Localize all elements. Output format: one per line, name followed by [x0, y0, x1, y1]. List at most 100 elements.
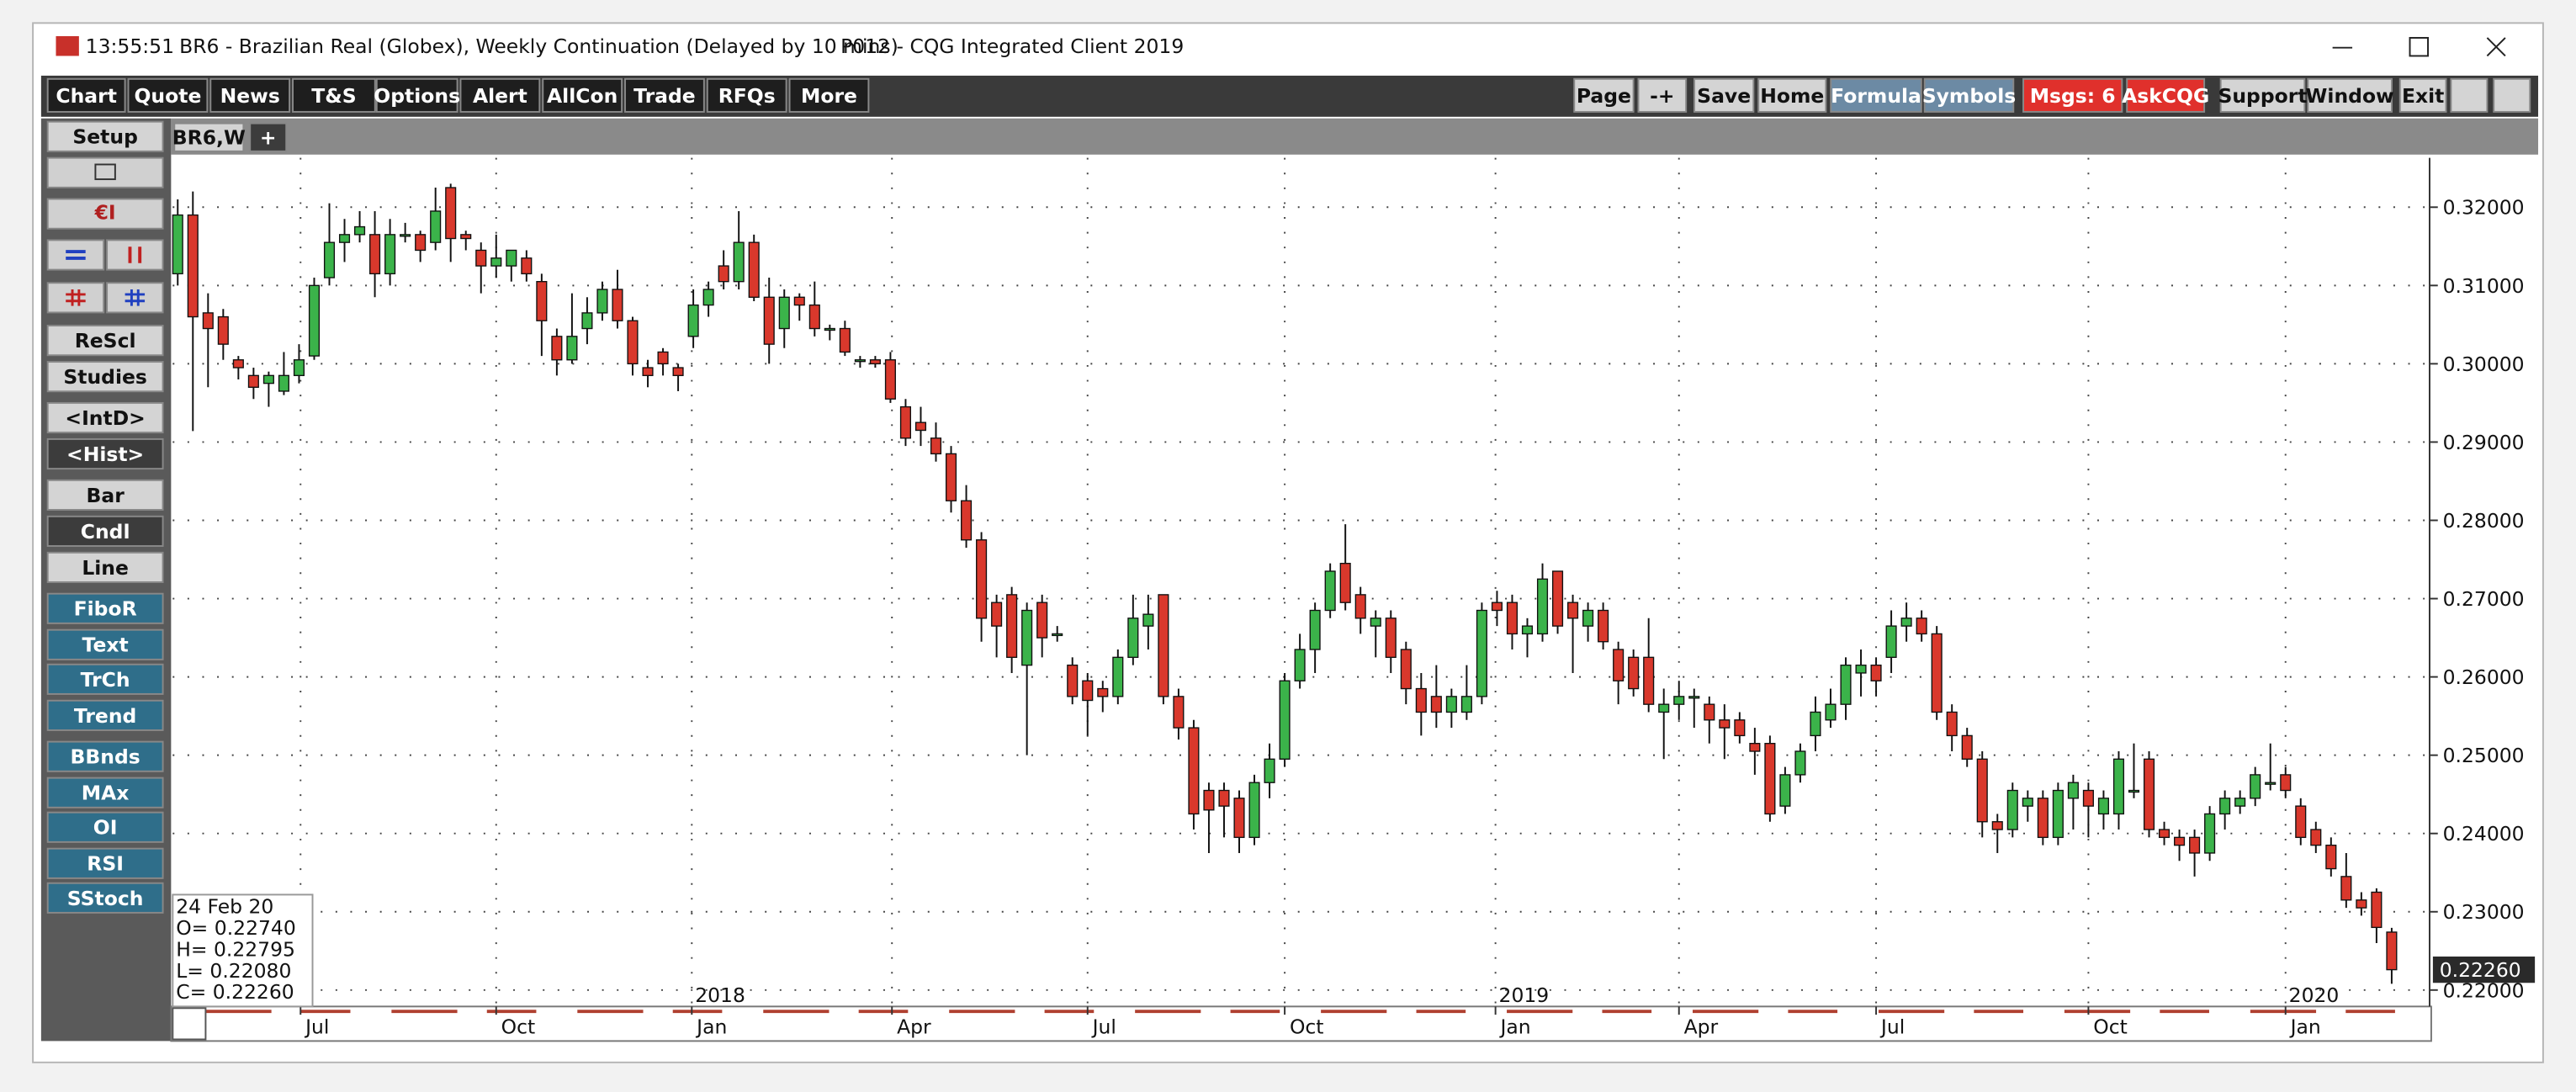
button[interactable] [1923, 77, 2015, 113]
candle-body [1400, 649, 1412, 690]
button[interactable] [46, 479, 164, 511]
button[interactable] [46, 120, 164, 152]
button-label: Line [82, 556, 129, 580]
button[interactable] [127, 77, 209, 113]
y-tick-label: 0.25000 [2443, 744, 2525, 767]
close-button[interactable] [2486, 37, 2506, 57]
button-label: Window [2306, 84, 2394, 108]
button[interactable] [46, 628, 164, 660]
button[interactable] [173, 122, 245, 152]
button[interactable] [1830, 77, 1922, 113]
candle-body [2250, 774, 2261, 799]
help-button[interactable] [2493, 77, 2531, 113]
button-label: Options [374, 84, 460, 108]
candle-body [1567, 602, 1579, 619]
button[interactable] [249, 122, 288, 152]
icon-buttons: €I [46, 156, 164, 314]
button[interactable] [788, 77, 870, 113]
button[interactable] [46, 401, 164, 434]
candle-body [1203, 789, 1215, 811]
button[interactable] [46, 325, 164, 357]
candle-body [1946, 711, 1958, 737]
candle-body [1916, 618, 1927, 635]
candle-body [1704, 703, 1715, 721]
button[interactable] [542, 77, 623, 113]
candle-body [1324, 570, 1336, 612]
button[interactable] [375, 77, 458, 113]
button-label: Cndl [81, 520, 130, 543]
info-box [172, 893, 314, 1008]
button[interactable] [46, 740, 164, 772]
button[interactable] [209, 77, 291, 113]
candle-body [854, 359, 866, 363]
print-button[interactable] [46, 156, 164, 188]
button[interactable] [46, 437, 164, 470]
year-label: 2020 [2289, 983, 2340, 1007]
button[interactable] [2022, 77, 2123, 113]
button[interactable] [46, 77, 126, 113]
scroll-icon [66, 250, 86, 260]
x-tick-label: Oct [1290, 1015, 1324, 1038]
x-tick-label: Jan [695, 1015, 727, 1038]
candle-body [748, 241, 760, 298]
button[interactable] [46, 777, 164, 808]
candle-body [2097, 798, 2109, 815]
scroll-left-button[interactable] [46, 239, 105, 271]
button[interactable] [46, 361, 164, 393]
button[interactable] [2219, 77, 2306, 113]
candle-body [1385, 618, 1397, 659]
candle-body [1370, 618, 1381, 627]
candle-body [1673, 696, 1685, 705]
button[interactable] [46, 882, 164, 914]
button[interactable] [2398, 77, 2447, 113]
button[interactable] [46, 663, 164, 695]
button-label: Text [82, 633, 129, 657]
button[interactable] [2307, 77, 2393, 113]
button-label: OI [93, 816, 118, 840]
y-tick-label: 0.30000 [2443, 353, 2525, 376]
zoom-out-button[interactable] [46, 282, 105, 314]
cursor-button[interactable] [46, 198, 164, 230]
x-tick-label: Oct [2093, 1015, 2128, 1038]
button[interactable] [2126, 77, 2206, 113]
candle-body [1855, 664, 1867, 674]
scroll-right-button[interactable] [106, 239, 164, 271]
candle-body [1825, 703, 1837, 721]
candle-body [1006, 594, 1018, 659]
candle-body [672, 367, 684, 377]
button[interactable] [292, 77, 376, 113]
button-label: Alert [473, 84, 527, 108]
button[interactable] [459, 77, 541, 113]
candle-body [1991, 821, 2003, 830]
button-label: MAx [82, 782, 130, 805]
button-label: Page [1577, 84, 1631, 108]
candle-body [2158, 829, 2171, 839]
candle-body [2006, 789, 2018, 830]
zoom-icon [125, 289, 146, 306]
button[interactable] [1637, 77, 1688, 113]
button[interactable] [46, 847, 164, 879]
button[interactable] [706, 77, 787, 113]
info-line: O= 0.22740 [176, 916, 296, 940]
window-title: BR6 - Brazilian Real (Globex), Weekly Co… [179, 34, 898, 58]
restore-button[interactable] [2450, 77, 2489, 113]
y-tick-label: 0.27000 [2443, 587, 2525, 611]
info-line: C= 0.22260 [176, 980, 294, 1004]
maximize-button[interactable] [2409, 36, 2430, 57]
button[interactable] [1693, 77, 1755, 113]
candle-body [308, 284, 321, 357]
button-label: Home [1760, 84, 1824, 108]
button[interactable] [46, 811, 164, 843]
zoom-in-button[interactable] [106, 282, 164, 314]
button[interactable] [46, 592, 164, 624]
candle-body [1764, 743, 1776, 815]
button[interactable] [1757, 77, 1827, 113]
button[interactable] [624, 77, 705, 113]
button[interactable] [46, 551, 164, 583]
button[interactable] [46, 699, 164, 731]
candle-body [961, 500, 973, 541]
button[interactable] [46, 515, 164, 547]
candle-body [884, 359, 896, 400]
button[interactable] [1573, 77, 1635, 113]
